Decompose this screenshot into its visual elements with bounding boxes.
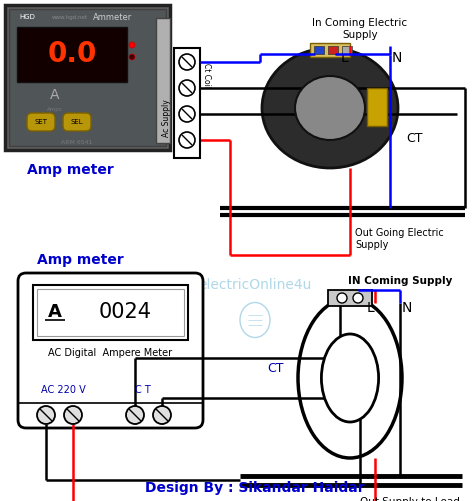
Circle shape xyxy=(179,106,195,122)
Text: A: A xyxy=(50,88,60,102)
Text: Out Going Electric
Supply: Out Going Electric Supply xyxy=(355,228,444,249)
Circle shape xyxy=(126,406,144,424)
FancyBboxPatch shape xyxy=(63,113,91,131)
FancyBboxPatch shape xyxy=(27,113,55,131)
Circle shape xyxy=(129,54,135,60)
Circle shape xyxy=(64,406,82,424)
Ellipse shape xyxy=(262,48,398,168)
Bar xyxy=(314,46,324,54)
Text: SEL: SEL xyxy=(71,119,83,125)
Text: N: N xyxy=(402,301,412,315)
Circle shape xyxy=(179,80,195,96)
Text: 0.0: 0.0 xyxy=(47,40,97,68)
Text: Amps: Amps xyxy=(47,107,63,112)
Bar xyxy=(156,18,170,143)
Text: electricOnline4u: electricOnline4u xyxy=(198,278,312,292)
Bar xyxy=(342,46,352,54)
Bar xyxy=(328,290,372,306)
Text: Ct Coil: Ct Coil xyxy=(202,64,211,89)
Ellipse shape xyxy=(295,76,365,140)
Circle shape xyxy=(179,54,195,70)
FancyBboxPatch shape xyxy=(18,273,203,428)
Text: In Coming Electric
Supply: In Coming Electric Supply xyxy=(312,18,408,40)
Text: AC 220 V: AC 220 V xyxy=(41,385,85,395)
Circle shape xyxy=(153,406,171,424)
Text: Design By : Sikandar Haidar: Design By : Sikandar Haidar xyxy=(145,481,365,495)
Text: HGD: HGD xyxy=(19,14,35,20)
Text: Out Supply to Load: Out Supply to Load xyxy=(360,497,460,501)
Text: A: A xyxy=(48,303,62,321)
Text: IN Coming Supply: IN Coming Supply xyxy=(348,276,452,286)
Text: L: L xyxy=(340,51,348,65)
Text: 0024: 0024 xyxy=(99,302,152,322)
Text: SET: SET xyxy=(35,119,47,125)
Bar xyxy=(33,285,188,340)
Circle shape xyxy=(353,293,363,303)
Text: Ac Supply: Ac Supply xyxy=(162,99,171,137)
Text: ARM 6541: ARM 6541 xyxy=(61,139,93,144)
Bar xyxy=(37,289,184,336)
Text: C T: C T xyxy=(135,385,151,395)
Circle shape xyxy=(129,42,135,48)
Text: CT: CT xyxy=(268,362,284,375)
Text: Amp meter: Amp meter xyxy=(36,253,123,267)
Text: AC Digital  Ampere Meter: AC Digital Ampere Meter xyxy=(48,348,172,358)
Bar xyxy=(367,88,387,126)
Text: Ammeter: Ammeter xyxy=(92,13,132,22)
Bar xyxy=(174,48,200,158)
Bar xyxy=(17,27,127,82)
Circle shape xyxy=(37,406,55,424)
Text: www.hgd.net: www.hgd.net xyxy=(52,15,88,20)
Bar xyxy=(328,46,338,54)
Bar xyxy=(310,43,350,57)
Circle shape xyxy=(179,132,195,148)
Text: CT: CT xyxy=(406,131,422,144)
Bar xyxy=(9,9,166,146)
Ellipse shape xyxy=(321,334,379,422)
Text: L: L xyxy=(366,301,374,315)
Bar xyxy=(5,5,170,150)
Circle shape xyxy=(337,293,347,303)
Text: N: N xyxy=(392,51,402,65)
Text: Amp meter: Amp meter xyxy=(27,163,113,177)
